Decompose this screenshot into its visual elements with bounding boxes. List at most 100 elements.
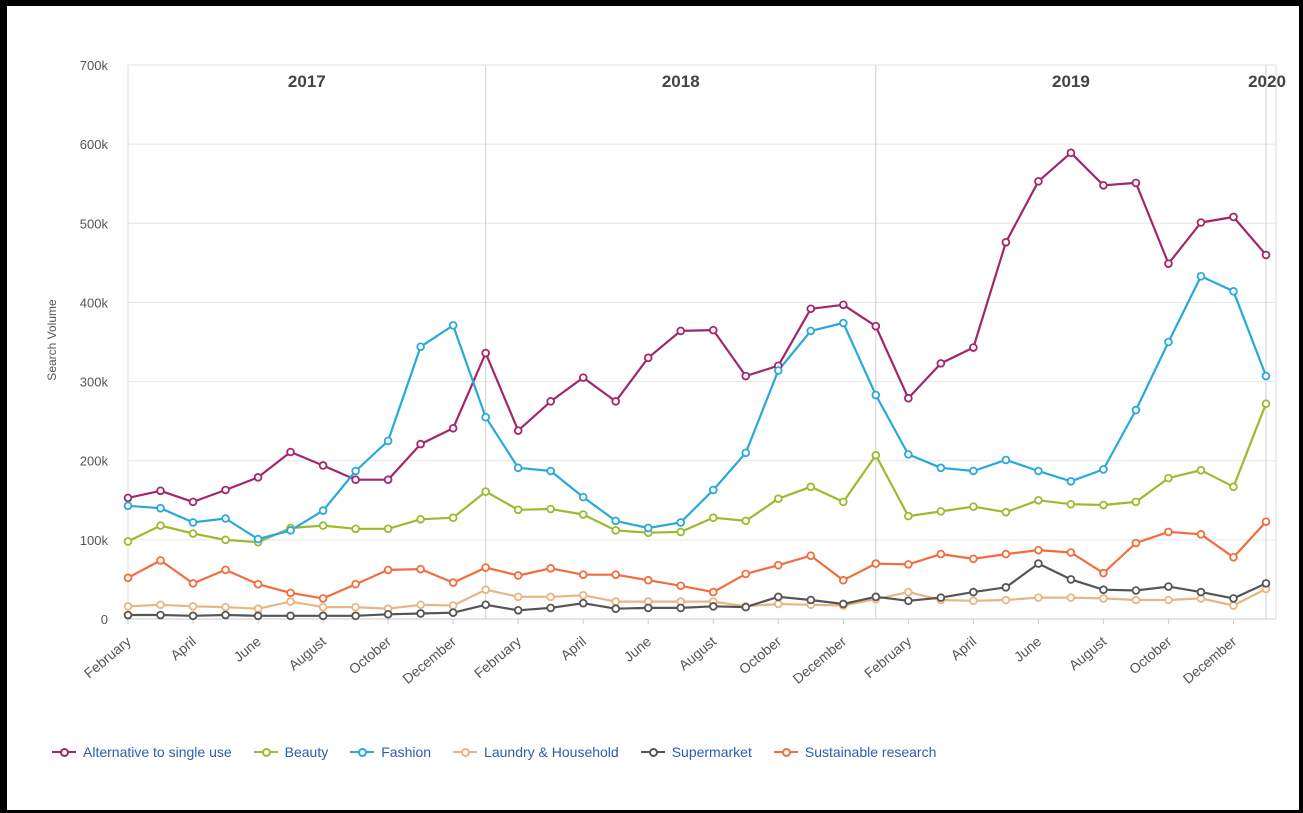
data-point	[1034, 545, 1043, 555]
data-point	[286, 447, 295, 457]
x-tick-label: December	[1180, 633, 1240, 687]
data-point	[188, 579, 198, 588]
legend-item[interactable]: Beauty	[253, 744, 328, 760]
data-point	[123, 493, 133, 503]
legend-label: Laundry & Household	[484, 744, 619, 760]
data-point	[871, 592, 881, 602]
data-point	[578, 598, 588, 608]
data-point	[481, 487, 490, 496]
year-label: 2018	[662, 72, 700, 91]
data-point	[1034, 593, 1043, 602]
data-point	[156, 503, 165, 513]
data-point	[416, 342, 425, 352]
x-tick-label: October	[736, 633, 785, 677]
legend-swatch-marker	[648, 748, 658, 757]
data-point	[188, 518, 198, 527]
data-point	[253, 611, 263, 621]
data-point	[448, 608, 458, 617]
legend-item[interactable]: Sustainable research	[773, 744, 936, 760]
data-point	[708, 325, 718, 335]
data-point	[806, 326, 816, 336]
x-tick-label: June	[621, 633, 655, 665]
data-point	[383, 436, 393, 446]
data-point	[156, 600, 165, 610]
data-point	[123, 537, 133, 546]
data-point	[969, 343, 978, 352]
data-point	[221, 514, 230, 523]
data-point	[708, 602, 718, 611]
data-point	[1001, 583, 1011, 592]
data-point	[1261, 579, 1271, 588]
data-point	[1196, 530, 1206, 539]
year-bands: 2017 2018 2019 2020	[288, 65, 1286, 619]
data-point	[839, 497, 848, 507]
data-point	[546, 564, 555, 573]
data-point	[1001, 595, 1011, 605]
x-tick-label: August	[1066, 633, 1110, 673]
legend-item[interactable]: Fashion	[350, 744, 431, 760]
data-point	[253, 473, 263, 482]
data-point	[969, 554, 978, 564]
y-tick-label: 700k	[80, 58, 109, 73]
data-point	[1066, 476, 1076, 486]
gridlines	[127, 64, 1277, 620]
data-point	[1131, 595, 1141, 605]
data-point	[546, 466, 555, 476]
data-point	[1099, 585, 1108, 595]
data-point	[123, 501, 133, 511]
legend-item[interactable]: Supermarket	[640, 744, 752, 760]
data-point	[969, 587, 978, 597]
data-point	[1261, 517, 1271, 526]
y-tick-label: 300k	[80, 375, 109, 390]
legend-swatch	[350, 746, 375, 758]
data-point	[1099, 180, 1108, 190]
data-point	[741, 569, 751, 579]
x-tick-label: June	[1011, 633, 1045, 665]
data-point	[806, 595, 816, 605]
data-point	[1164, 582, 1173, 591]
data-point	[221, 535, 230, 545]
x-tick-label: February	[81, 633, 134, 681]
x-tick-label: April	[167, 633, 199, 663]
data-point	[1164, 259, 1173, 268]
data-point	[676, 581, 686, 591]
data-point	[936, 549, 946, 559]
data-point	[676, 326, 686, 336]
y-tick-label: 200k	[80, 454, 109, 469]
data-point	[318, 594, 328, 603]
data-point	[1164, 473, 1173, 483]
data-point	[188, 497, 198, 507]
data-point	[611, 516, 621, 526]
data-point	[611, 397, 621, 406]
data-point	[611, 604, 621, 614]
data-point	[513, 463, 523, 473]
year-label: 2017	[288, 72, 326, 91]
data-point	[1229, 212, 1238, 222]
data-point	[546, 397, 555, 406]
data-point	[676, 518, 686, 527]
data-point	[741, 448, 751, 458]
data-point	[839, 300, 848, 310]
x-tick-label: April	[948, 633, 980, 663]
data-point	[1034, 495, 1043, 505]
data-point	[643, 353, 653, 363]
legend-swatch	[52, 746, 76, 758]
legend-item[interactable]: Laundry & Household	[453, 744, 619, 760]
data-point	[676, 603, 686, 613]
legend-label: Alternative to single use	[83, 744, 232, 760]
legend-item[interactable]: Alternative to single use	[52, 744, 232, 760]
x-tick-label: December	[789, 633, 849, 687]
data-point	[1164, 595, 1173, 605]
data-point	[1196, 272, 1206, 281]
data-point	[708, 513, 718, 522]
data-point	[904, 511, 913, 521]
data-point	[773, 560, 783, 570]
data-point	[383, 475, 393, 485]
data-point	[318, 602, 328, 612]
data-point	[1001, 549, 1011, 559]
y-tick-label: 400k	[80, 295, 109, 310]
data-point	[351, 466, 360, 476]
data-point	[676, 527, 686, 537]
